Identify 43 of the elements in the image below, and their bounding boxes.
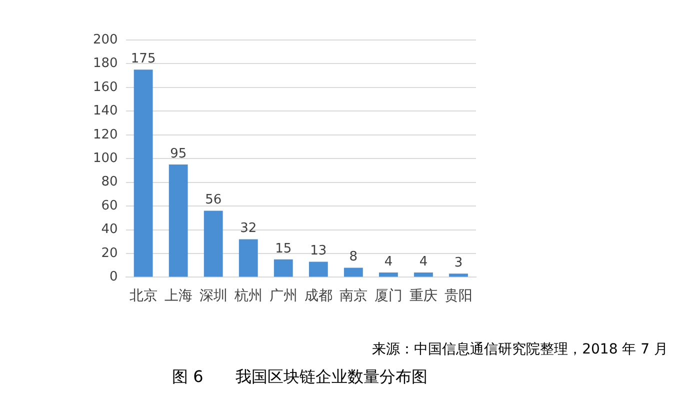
y-tick-label: 160 <box>92 80 118 95</box>
bar <box>449 274 468 277</box>
bar <box>414 272 433 277</box>
bar <box>204 210 223 277</box>
y-tick-label: 140 <box>92 104 118 119</box>
data-label: 8 <box>349 250 358 265</box>
x-tick-label: 广州 <box>269 288 298 304</box>
y-tick-label: 120 <box>92 127 118 142</box>
y-tick-label: 40 <box>101 222 118 238</box>
x-tick-label: 上海 <box>164 288 192 304</box>
source-note: 来源：中国信息通信研究院整理，2018 年 7 月 <box>372 342 668 358</box>
y-tick-label: 200 <box>92 32 118 48</box>
bar <box>274 259 293 277</box>
data-label: 4 <box>419 254 428 270</box>
data-label: 13 <box>310 244 327 259</box>
bar <box>308 262 328 277</box>
data-label: 175 <box>130 52 156 67</box>
data-label: 95 <box>170 146 187 162</box>
x-tick-label: 南京 <box>339 288 368 304</box>
bar <box>168 164 188 277</box>
text: 图 6 我国区块链企业数量分布图 <box>172 367 428 386</box>
x-tick-label: 北京 <box>129 288 158 304</box>
y-tick-label: 20 <box>101 246 118 261</box>
data-label: 15 <box>275 241 292 256</box>
bar <box>344 268 363 277</box>
data-label: 32 <box>240 221 257 236</box>
bar <box>238 239 258 277</box>
x-tick-label: 杭州 <box>233 288 262 304</box>
x-tick-label: 厦门 <box>374 288 402 304</box>
data-label: 4 <box>384 254 393 270</box>
data-label: 56 <box>205 192 222 208</box>
x-tick-label: 贵阳 <box>444 288 472 304</box>
data-label: 3 <box>454 256 463 271</box>
x-tick-label: 深圳 <box>199 288 228 304</box>
y-tick-label: 100 <box>92 150 118 166</box>
bar <box>134 70 153 277</box>
x-tick-label: 成都 <box>304 288 332 304</box>
x-tick-label: 重庆 <box>409 288 438 304</box>
y-tick-label: 0 <box>110 270 118 285</box>
bar <box>379 272 398 277</box>
y-tick-label: 60 <box>101 198 118 214</box>
y-tick-label: 180 <box>92 56 118 72</box>
y-tick-label: 80 <box>101 174 118 190</box>
